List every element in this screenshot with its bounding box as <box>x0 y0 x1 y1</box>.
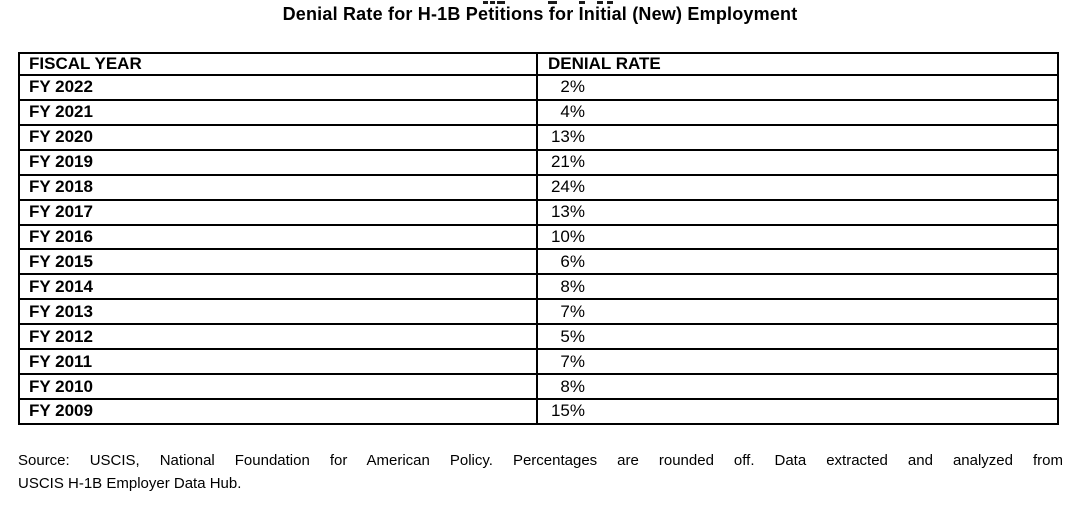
denial-rate-value: 7% <box>560 301 585 321</box>
denial-rate-value: 21% <box>550 152 585 172</box>
table-row: FY 2010 8% <box>18 373 1059 400</box>
source-note-line: USCIS H-1B Employer Data Hub. <box>18 475 242 492</box>
table-header-row: FISCAL YEAR DENIAL RATE <box>18 52 1059 76</box>
cropped-glyph <box>497 1 505 4</box>
denial-rate-cell: 6% <box>536 248 1059 276</box>
table-row: FY 2011 7% <box>18 348 1059 376</box>
table-row: FY 2015 6% <box>18 248 1059 276</box>
denial-rate-value: 8% <box>560 376 585 396</box>
denial-rate-cell: 13% <box>536 198 1059 226</box>
table-row: FY 2009 15% <box>18 397 1059 426</box>
denial-rate-value: 13% <box>550 202 585 222</box>
denial-rate-value: 24% <box>550 177 585 197</box>
cropped-glyph <box>579 1 585 4</box>
denial-rate-value: 7% <box>560 351 585 371</box>
cropped-glyph <box>548 1 557 4</box>
denial-rate-cell: 5% <box>536 323 1059 351</box>
fiscal-year-cell: FY 2015 <box>18 248 538 276</box>
denial-rate-cell: 7% <box>536 298 1059 326</box>
fiscal-year-cell: FY 2009 <box>18 397 538 426</box>
denial-rate-value: 6% <box>560 251 585 271</box>
cropped-glyph <box>483 1 488 4</box>
denial-rate-value: 13% <box>550 127 585 147</box>
source-note: Source: USCIS, National Foundation for A… <box>18 449 1063 495</box>
table-row: FY 2019 21% <box>18 148 1059 176</box>
fiscal-year-cell: FY 2022 <box>18 74 538 101</box>
table-row: FY 2022 2% <box>18 74 1059 101</box>
column-header-fiscal-year: FISCAL YEAR <box>18 52 538 76</box>
denial-rate-value: 5% <box>560 326 585 346</box>
column-header-denial-rate: DENIAL RATE <box>536 52 1059 76</box>
fiscal-year-cell: FY 2021 <box>18 98 538 126</box>
denial-rate-cell: 15% <box>536 397 1059 426</box>
table-row: FY 2021 4% <box>18 98 1059 126</box>
table-row: FY 2016 10% <box>18 223 1059 251</box>
fiscal-year-cell: FY 2014 <box>18 273 538 301</box>
table-title: Denial Rate for H-1B Petitions for Initi… <box>282 4 798 24</box>
denial-rate-cell: 21% <box>536 148 1059 176</box>
fiscal-year-cell: FY 2010 <box>18 373 538 400</box>
denial-rate-value: 4% <box>560 102 585 122</box>
table-row: FY 2020 13% <box>18 123 1059 151</box>
table-row: FY 2012 5% <box>18 323 1059 351</box>
denial-rate-cell: 13% <box>536 123 1059 151</box>
denial-rate-table: FISCAL YEAR DENIAL RATE FY 2022 2% FY 20… <box>18 52 1059 426</box>
denial-rate-value: 10% <box>550 226 585 246</box>
denial-rate-cell: 8% <box>536 273 1059 301</box>
source-note-line: Source: USCIS, National Foundation for A… <box>18 452 1063 469</box>
denial-rate-value: 2% <box>560 77 585 97</box>
denial-rate-value: 15% <box>550 401 585 421</box>
table-row: FY 2014 8% <box>18 273 1059 301</box>
fiscal-year-cell: FY 2018 <box>18 173 538 201</box>
fiscal-year-cell: FY 2017 <box>18 198 538 226</box>
table-row: FY 2017 13% <box>18 198 1059 226</box>
fiscal-year-cell: FY 2012 <box>18 323 538 351</box>
cropped-glyph <box>490 1 495 4</box>
cropped-glyph <box>597 1 603 4</box>
fiscal-year-cell: FY 2013 <box>18 298 538 326</box>
denial-rate-cell: 2% <box>536 74 1059 101</box>
fiscal-year-cell: FY 2011 <box>18 348 538 376</box>
table-row: FY 2018 24% <box>18 173 1059 201</box>
denial-rate-cell: 10% <box>536 223 1059 251</box>
table-row: FY 2013 7% <box>18 298 1059 326</box>
fiscal-year-cell: FY 2019 <box>18 148 538 176</box>
denial-rate-cell: 7% <box>536 348 1059 376</box>
denial-rate-cell: 8% <box>536 373 1059 400</box>
denial-rate-value: 8% <box>560 276 585 296</box>
cropped-glyph <box>607 1 613 4</box>
fiscal-year-cell: FY 2016 <box>18 223 538 251</box>
denial-rate-cell: 24% <box>536 173 1059 201</box>
denial-rate-cell: 4% <box>536 98 1059 126</box>
fiscal-year-cell: FY 2020 <box>18 123 538 151</box>
